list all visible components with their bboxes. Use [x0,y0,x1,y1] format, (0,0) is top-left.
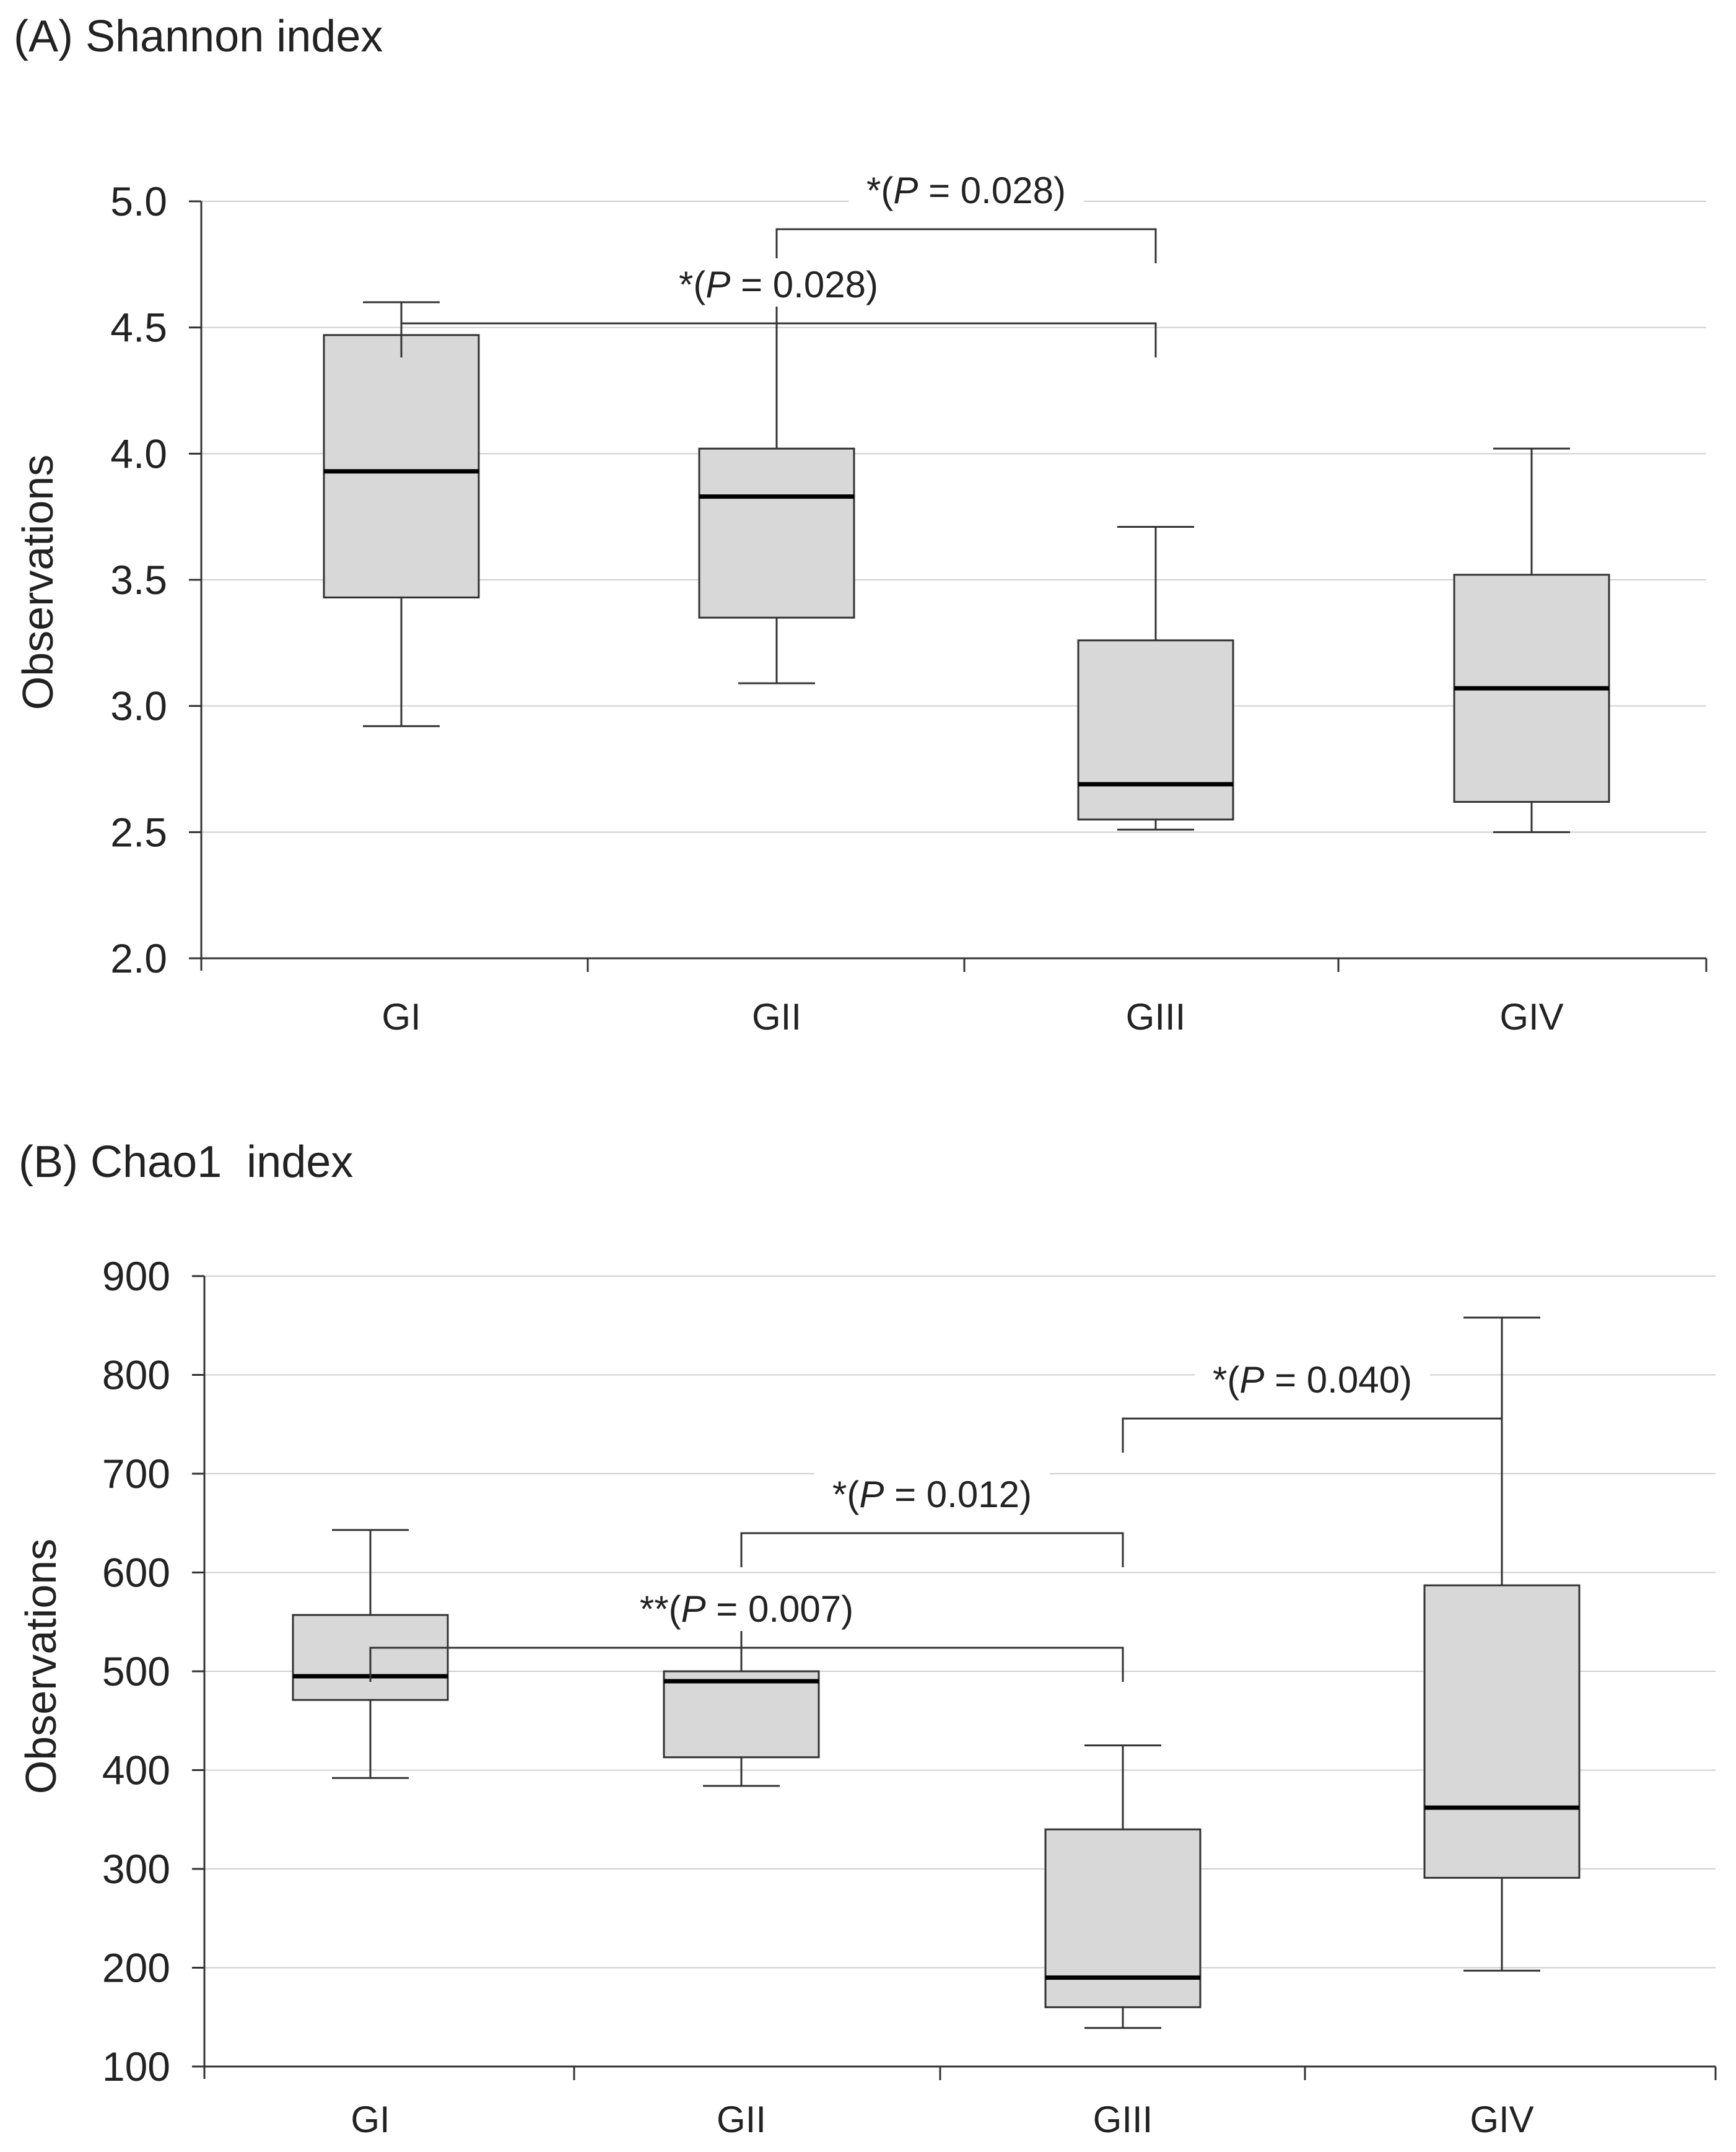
significance-bracket [775,228,1157,263]
box-gii [698,447,855,619]
category-label: GII [752,996,801,1038]
p-value-annotation: *(P = 0.028) [679,264,878,305]
y-tick-label: 500 [102,1648,170,1694]
y-tick-label: 200 [102,1945,170,1991]
annotation-bg [848,164,1084,212]
category-label: GI [351,2099,390,2140]
y-tick-label: 5.0 [110,178,167,224]
p-value-annotation: *(P = 0.012) [832,1474,1032,1515]
panel-a-title: (A) Shannon index [14,12,383,61]
category-label: GI [382,996,421,1038]
box-giii [1044,1828,1202,2008]
y-tick-label: 800 [102,1352,170,1398]
category-label: GIV [1470,2099,1533,2140]
significance-bracket [369,1647,1124,1682]
box-gii [663,1670,820,1759]
annotation-bg [629,1583,865,1631]
p-value-annotation: *(P = 0.040) [1213,1359,1412,1401]
p-value-annotation: *(P = 0.028) [866,170,1066,211]
y-axis-label: Observations [14,455,62,710]
y-tick-label: 100 [102,2044,170,2089]
category-label: GIII [1093,2099,1153,2140]
y-tick-label: 700 [102,1451,170,1497]
y-tick-label: 3.5 [110,557,167,603]
significance-bracket [740,1532,1124,1567]
annotation-bg [814,1468,1050,1516]
y-tick-label: 900 [102,1253,170,1299]
y-axis-label: Observations [17,1539,65,1794]
shannon-boxplot: 2.0 2.5 3.0 3.5 4.0 4.5 5.0 Observations GI GII GI… [14,164,1708,1038]
y-tick-label: 4.5 [110,305,167,351]
annotation-bg [1195,1354,1430,1402]
y-tick-label: 400 [102,1747,170,1793]
box-giii [1077,639,1234,821]
category-label: GII [717,2099,766,2140]
significance-bracket [400,322,1157,357]
y-tick-label: 2.0 [110,935,167,981]
y-tick-label: 600 [102,1550,170,1596]
category-label: GIII [1126,996,1186,1038]
y-tick-label: 4.0 [110,431,167,476]
y-tick-label: 300 [102,1846,170,1892]
annotation-bg [661,258,896,307]
category-label: GIV [1499,996,1563,1038]
y-tick-label: 3.0 [110,683,167,729]
box-gi [323,334,480,599]
box-giv [1423,1584,1581,1879]
panel-b-title: (B) Chao1 index [19,1137,354,1187]
p-value-annotation: **(P = 0.007) [640,1588,853,1630]
y-tick-label: 2.5 [110,809,167,855]
significance-bracket [1122,1417,1503,1453]
